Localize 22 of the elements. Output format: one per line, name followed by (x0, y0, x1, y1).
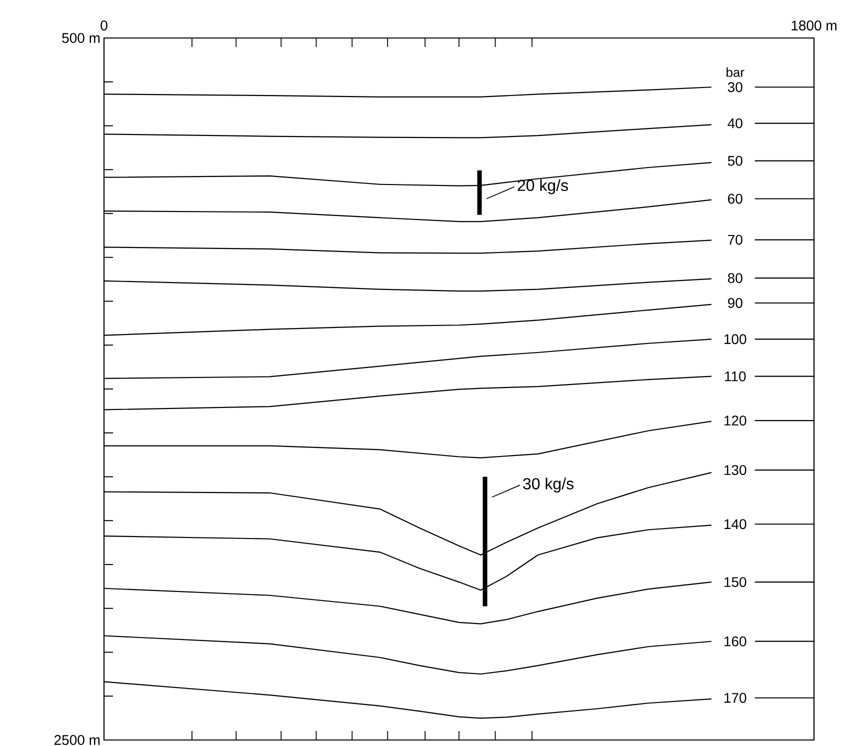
series-label: 130 (724, 465, 746, 476)
series-label: 40 (728, 118, 742, 128)
x-tick-label: 1800 m (792, 20, 836, 30)
series-label: 150 (724, 577, 746, 588)
series-label: 100 (724, 334, 746, 344)
series-label: 50 (728, 156, 742, 166)
series-label: 160 (724, 636, 746, 646)
y-tick-label: 500 m (62, 33, 100, 43)
annotation: bar (726, 67, 744, 77)
series-label: 170 (724, 692, 746, 703)
series-label: 110 (725, 371, 746, 382)
annotation: 20 kg/s (518, 179, 568, 194)
annotation: 30 kg/s (523, 478, 574, 493)
series-label: 140 (724, 519, 746, 530)
series-label: 80 (728, 273, 742, 284)
series-label: 70 (728, 234, 742, 245)
x-tick-label: 0 (100, 20, 108, 30)
y-tick-label: 2500 m (54, 735, 100, 745)
series-label: 60 (728, 194, 742, 204)
series-label: 120 (724, 416, 746, 426)
series-label: 30 (728, 82, 742, 92)
series-label: 90 (728, 298, 742, 308)
